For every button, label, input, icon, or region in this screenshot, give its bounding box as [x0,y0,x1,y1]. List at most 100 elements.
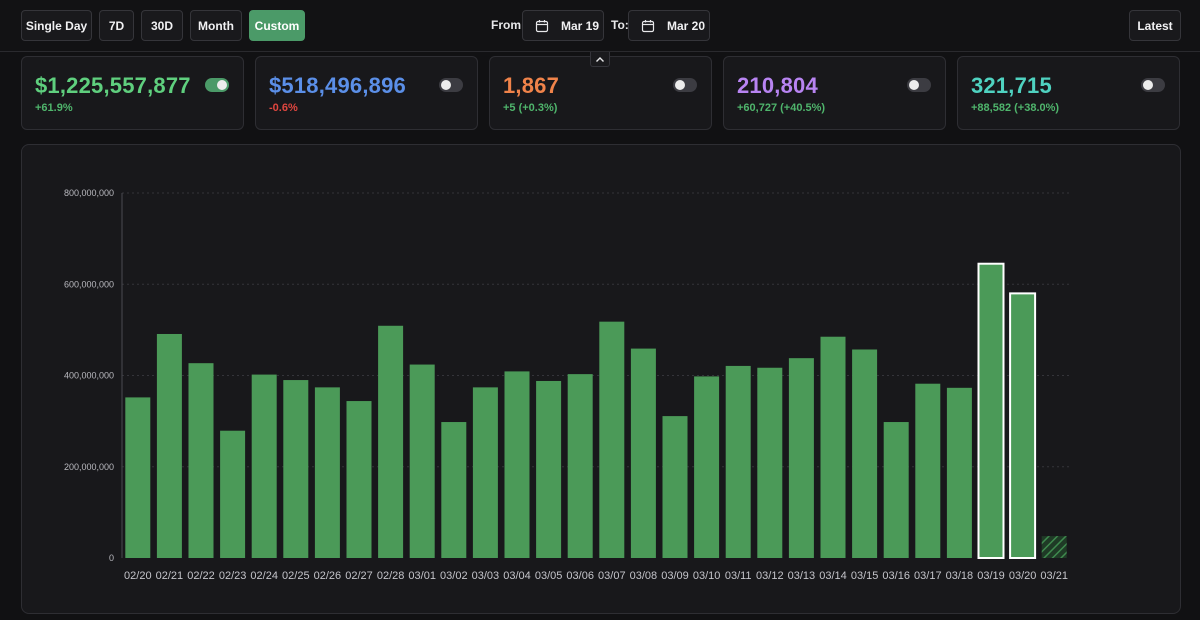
bar-02-27[interactable] [346,401,372,558]
x-tick-label: 02/25 [282,570,310,582]
bar-03-08[interactable] [630,348,656,558]
bar-03-21[interactable] [1041,536,1067,558]
y-tick-label: 400,000,000 [64,371,114,381]
metric-change: +5 (+0.3%) [503,102,558,114]
bar-02-21[interactable] [156,333,182,558]
bar-02-28[interactable] [378,325,404,558]
x-tick-label: 03/03 [472,570,500,582]
metric-toggle[interactable] [673,78,697,92]
bar-03-20[interactable] [1009,292,1037,559]
to-date-value: Mar 20 [667,18,706,33]
7d-button[interactable]: 7D [99,10,134,41]
bar-03-14[interactable] [820,336,846,558]
bar-03-19[interactable] [977,262,1005,559]
metric-change: -0.6% [269,102,298,114]
bar-03-04[interactable] [504,371,530,558]
x-tick-label: 02/28 [377,570,405,582]
custom-button[interactable]: Custom [249,10,305,41]
y-tick-label: 0 [109,553,114,563]
x-tick-label: 03/14 [819,570,847,582]
bar-03-03[interactable] [472,387,498,558]
bar-03-07[interactable] [599,321,625,558]
x-tick-label: 03/16 [882,570,910,582]
bar-02-26[interactable] [314,387,340,558]
toggle-knob [675,80,685,90]
metric-value: $1,225,557,877 [35,73,191,98]
toggle-knob [909,80,919,90]
metric-toggle[interactable] [439,78,463,92]
y-tick-label: 200,000,000 [64,462,114,472]
x-tick-label: 03/01 [408,570,436,582]
bar-02-24[interactable] [251,374,277,558]
bar-02-25[interactable] [283,380,309,558]
x-tick-label: 02/22 [187,570,215,582]
from-label: From: [491,18,525,32]
x-tick-label: 03/18 [946,570,974,582]
x-tick-label: 03/19 [977,570,1005,582]
chart-panel: 0 200,000,000 400,000,000 600,000,000 800,00… [21,144,1181,614]
metric-value: 321,715 [971,73,1052,98]
bar-02-20[interactable] [125,397,151,558]
x-tick-label: 03/05 [535,570,563,582]
bar-03-15[interactable] [852,349,878,558]
x-tick-label: 03/13 [788,570,816,582]
bar-03-13[interactable] [788,358,814,558]
y-tick-label: 800,000,000 [64,188,114,198]
x-tick-label: 03/04 [503,570,531,582]
bar-02-22[interactable] [188,363,214,558]
top-toolbar: Single Day 7D 30D Month Custom From: Mar… [0,0,1200,52]
x-tick-label: 02/23 [219,570,247,582]
month-button[interactable]: Month [190,10,242,41]
metric-value: $518,496,896 [269,73,406,98]
chevron-up-icon [596,56,604,62]
x-tick-label: 03/07 [598,570,626,582]
to-date-picker[interactable]: Mar 20 [628,10,710,41]
y-tick-label: 600,000,000 [64,279,114,289]
bar-03-18[interactable] [946,387,972,558]
x-tick-label: 03/06 [566,570,594,582]
bar-03-17[interactable] [915,383,941,558]
x-tick-label: 03/21 [1040,570,1068,582]
latest-button[interactable]: Latest [1129,10,1181,41]
metric-card-volume: $518,496,896 -0.6% [255,56,478,130]
x-tick-label: 03/09 [661,570,689,582]
bar-03-02[interactable] [441,422,467,558]
bar-03-12[interactable] [757,367,783,558]
toggle-knob [217,80,227,90]
metric-card-users: 210,804 +60,727 (+40.5%) [723,56,946,130]
bar-03-09[interactable] [662,416,688,558]
metric-toggle[interactable] [1141,78,1165,92]
metric-card-revenue: $1,225,557,877 +61.9% [21,56,244,130]
bar-03-11[interactable] [725,365,751,558]
metric-value: 210,804 [737,73,818,98]
from-date-value: Mar 19 [561,18,600,33]
30d-button[interactable]: 30D [141,10,183,41]
from-date-picker[interactable]: Mar 19 [522,10,604,41]
bar-03-05[interactable] [536,380,562,558]
x-tick-label: 03/12 [756,570,784,582]
metric-change: +61.9% [35,102,73,114]
to-label: To: [611,18,629,32]
single-day-button[interactable]: Single Day [21,10,92,41]
x-tick-label: 03/02 [440,570,468,582]
metric-card-transactions: 321,715 +88,582 (+38.0%) [957,56,1180,130]
metric-change: +60,727 (+40.5%) [737,102,826,114]
bar-03-01[interactable] [409,364,435,558]
metric-card-count: 1,867 +5 (+0.3%) [489,56,712,130]
x-tick-label: 03/15 [851,570,879,582]
collapse-button[interactable] [590,52,610,67]
x-tick-label: 02/26 [314,570,342,582]
x-tick-label: 03/11 [725,570,752,582]
metric-toggle[interactable] [205,78,229,92]
bar-03-06[interactable] [567,374,593,558]
metric-change: +88,582 (+38.0%) [971,102,1060,114]
toggle-knob [441,80,451,90]
calendar-icon [641,19,655,32]
bar-chart: 0 200,000,000 400,000,000 600,000,000 800,00… [64,188,1070,582]
x-tick-label: 02/20 [124,570,152,582]
metric-toggle[interactable] [907,78,931,92]
bar-03-16[interactable] [883,422,909,558]
bar-03-10[interactable] [694,376,720,558]
bar-02-23[interactable] [220,430,246,558]
x-tick-label: 02/27 [345,570,373,582]
